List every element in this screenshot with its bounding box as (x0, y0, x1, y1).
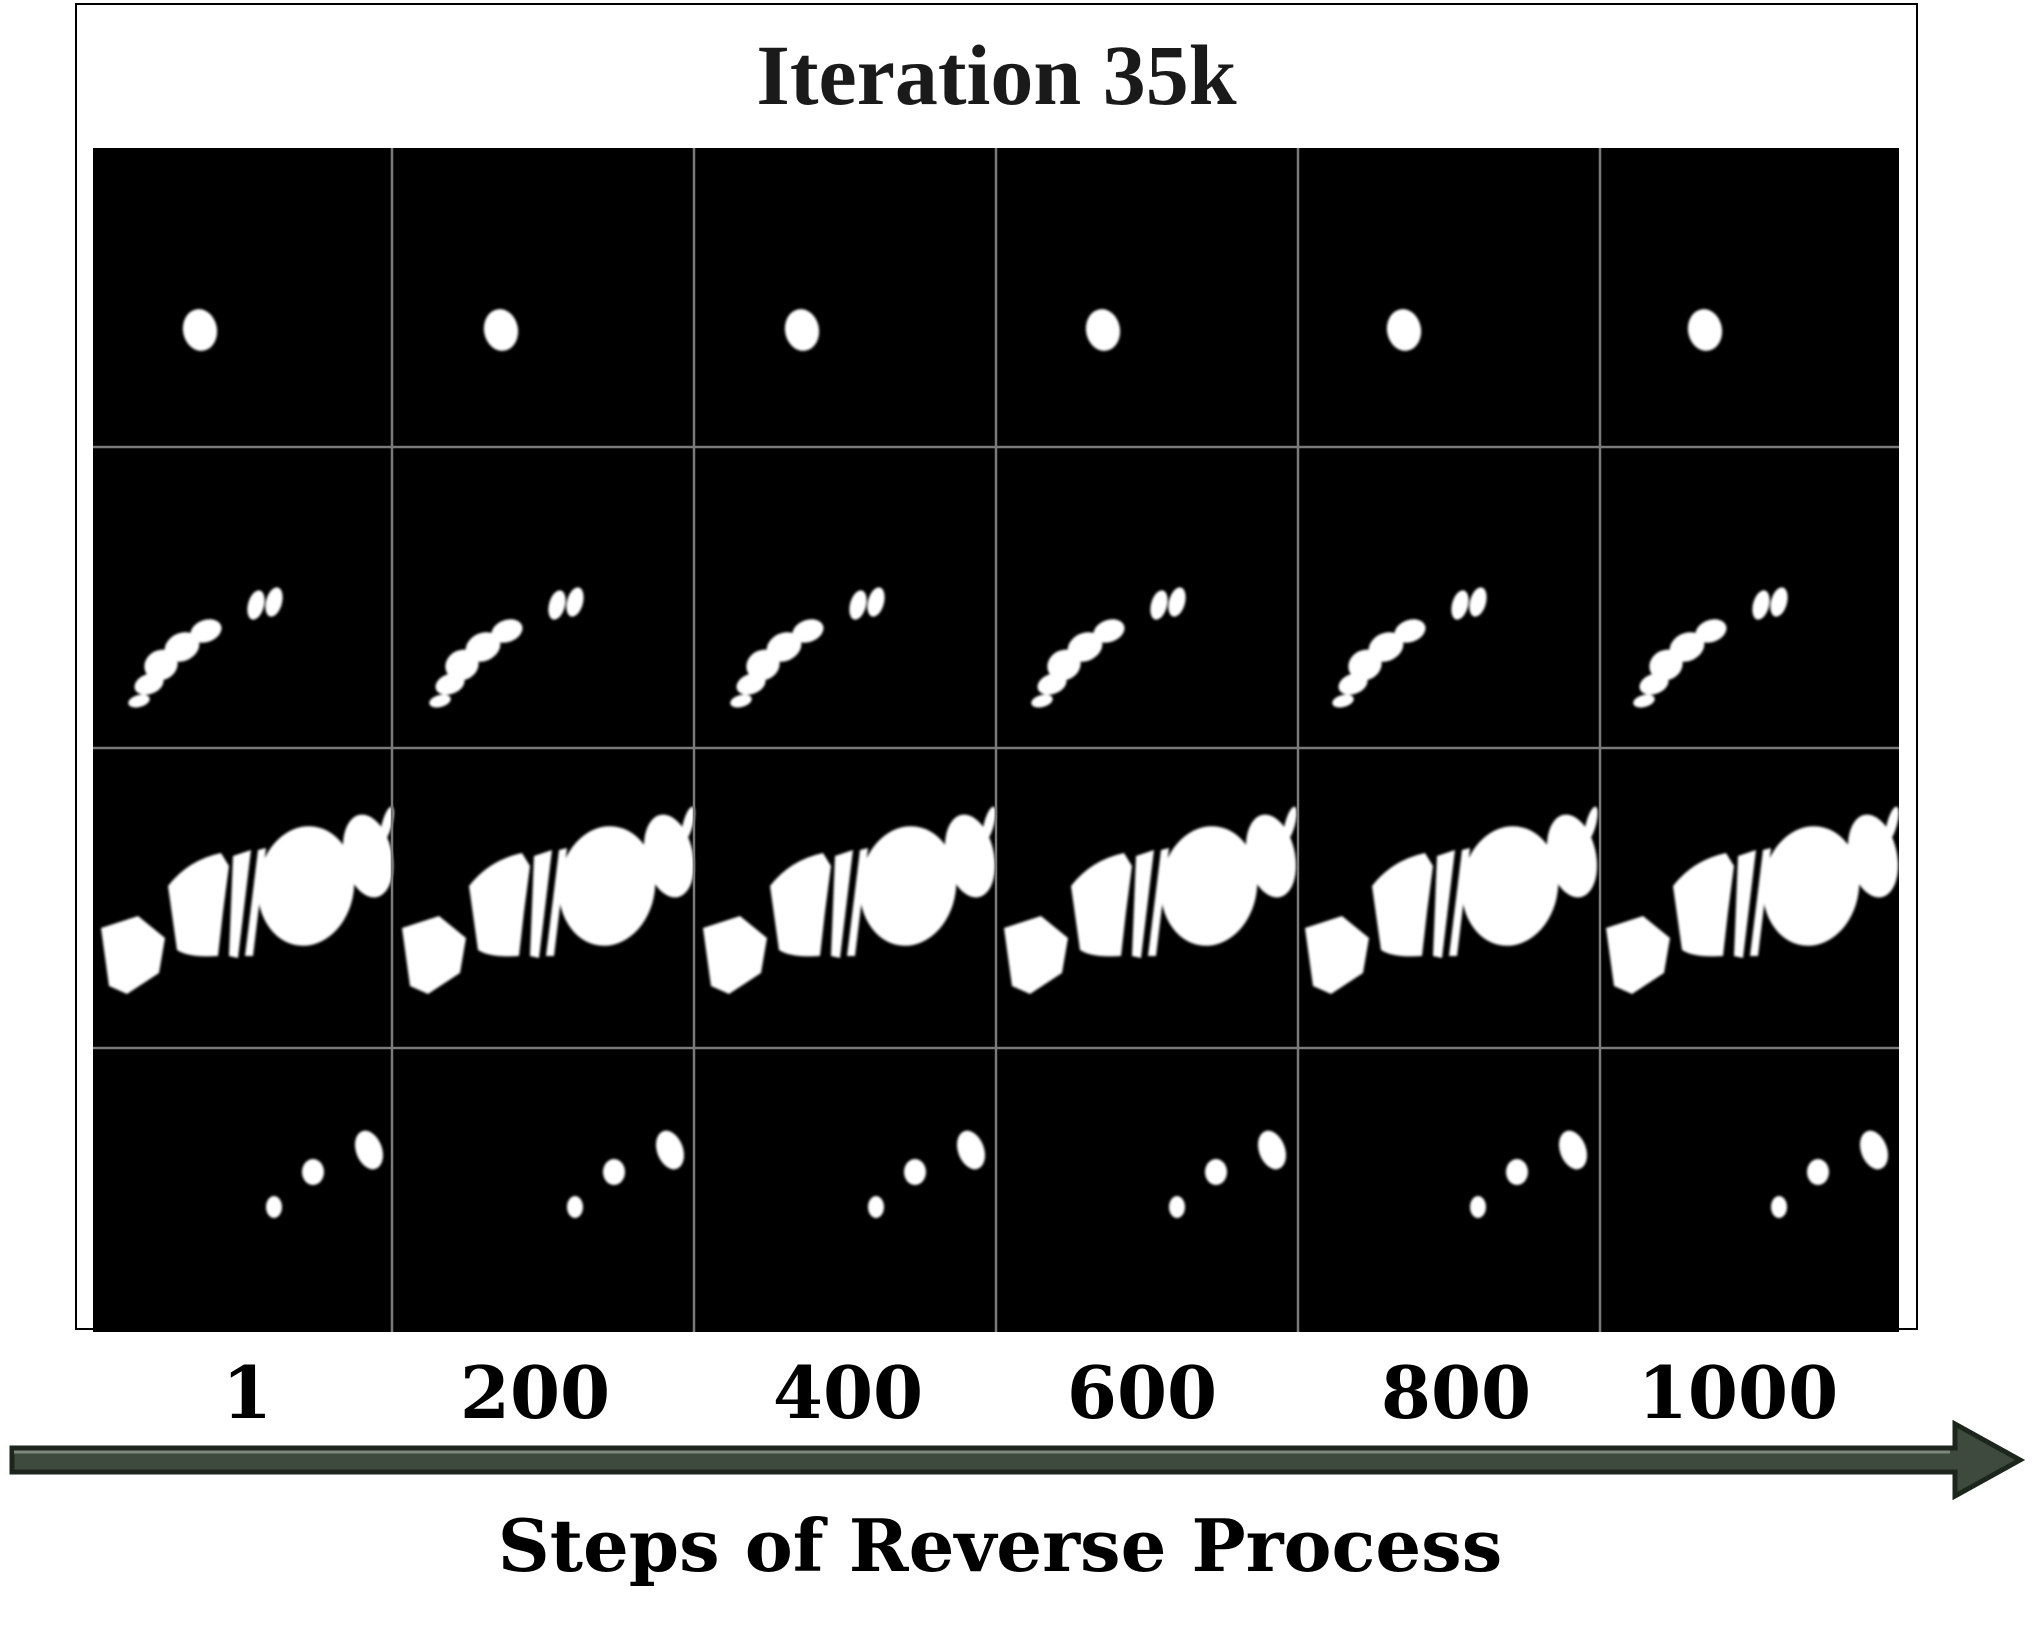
step-label-800: 800 (1380, 1350, 1532, 1435)
step-label-1: 1 (221, 1350, 273, 1435)
step-label-1000: 1000 (1637, 1350, 1839, 1435)
step-label-600: 600 (1066, 1350, 1218, 1435)
sample-grid (93, 148, 1899, 1332)
grid-lines (93, 148, 1899, 1332)
reverse-process-arrow-icon (9, 1419, 2026, 1501)
figure-title: Iteration 35k (756, 27, 1237, 123)
step-label-200: 200 (459, 1350, 611, 1435)
step-label-400: 400 (772, 1350, 924, 1435)
axis-label: Steps of Reverse Process (497, 1503, 1503, 1588)
